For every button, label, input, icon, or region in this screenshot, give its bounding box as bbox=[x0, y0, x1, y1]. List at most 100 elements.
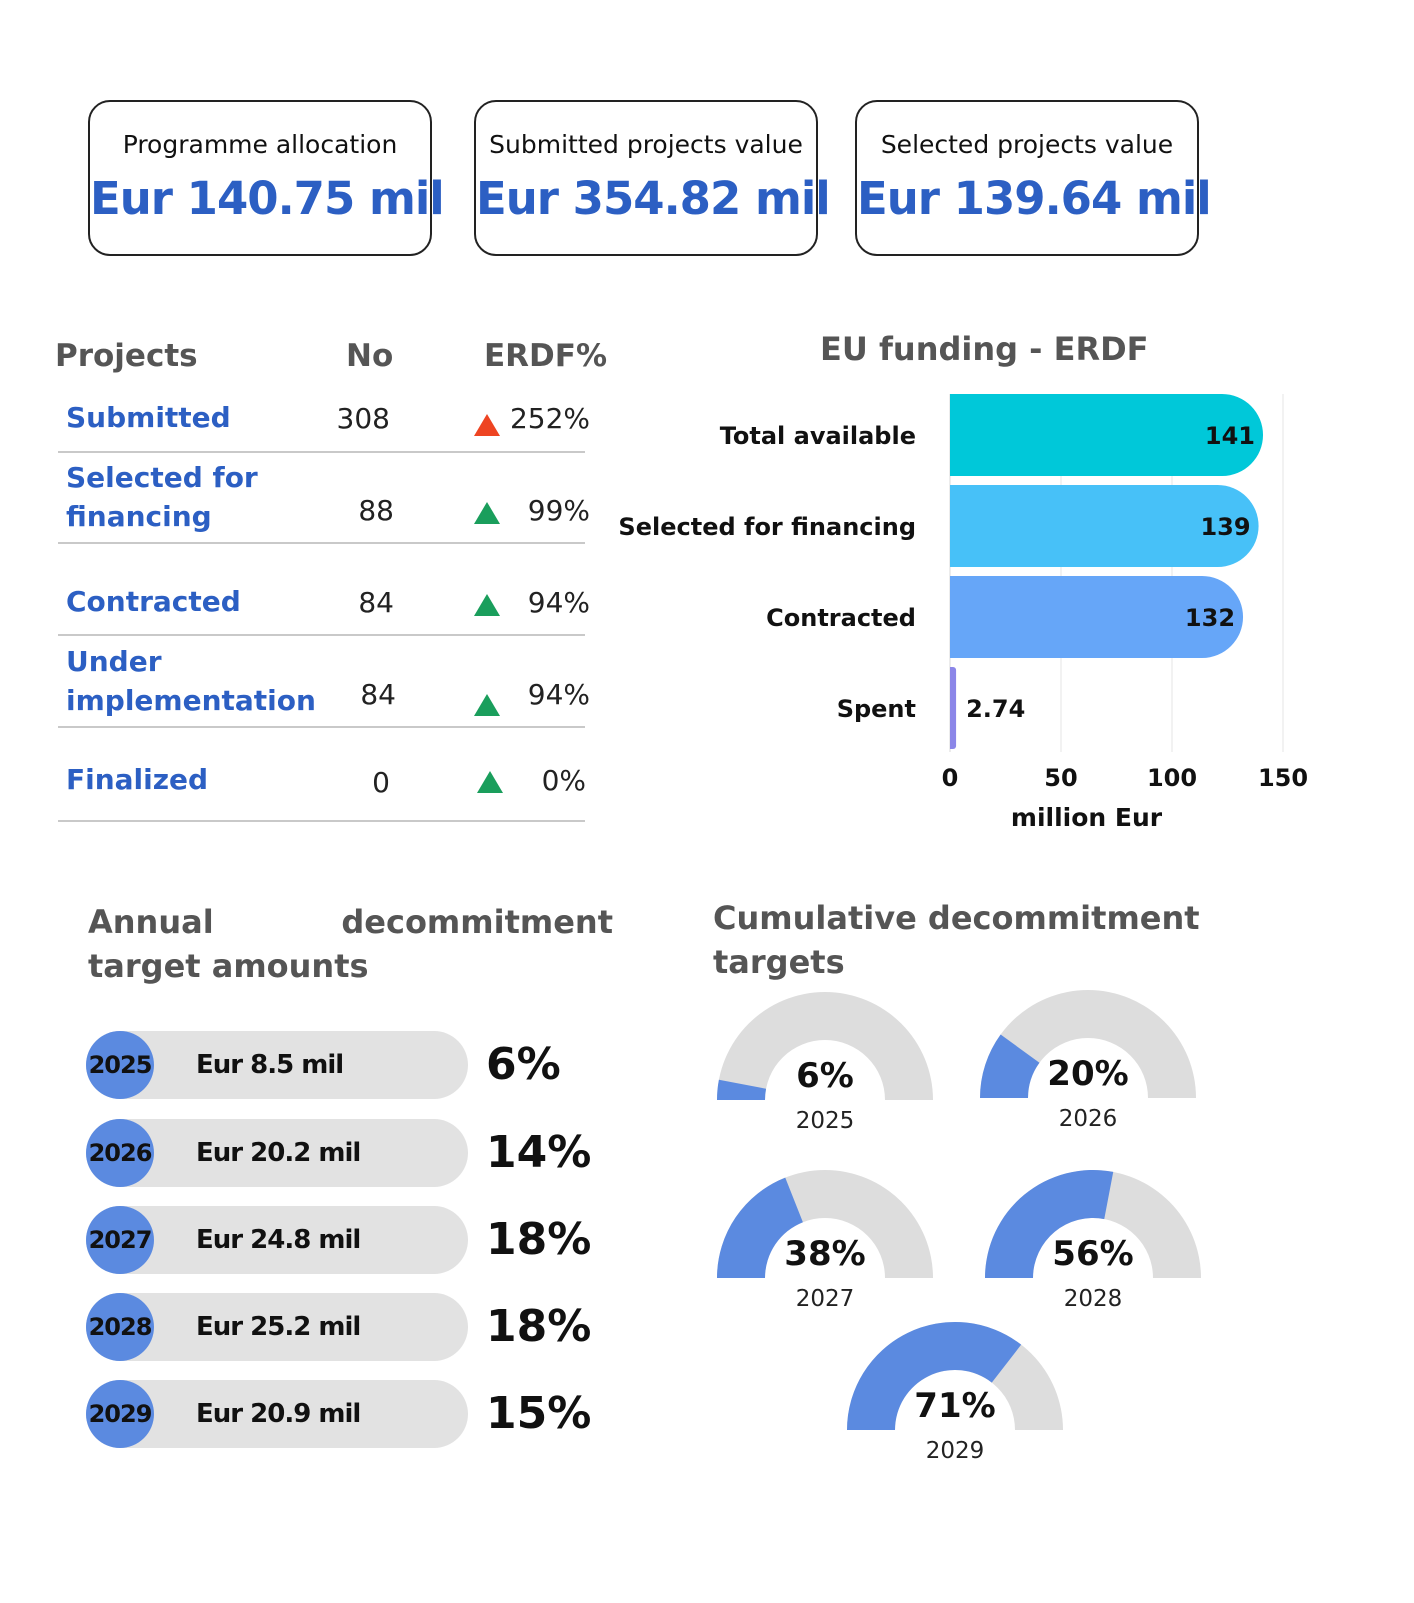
x-tick-label: 150 bbox=[1258, 764, 1308, 792]
category-label: Spent bbox=[837, 695, 916, 723]
kpi-value: Eur 354.82 mil bbox=[476, 172, 831, 225]
list-item: 2026 Eur 20.2 mil 14% bbox=[86, 1119, 591, 1187]
cumulative-title: Cumulative decommitment targets bbox=[713, 899, 1200, 981]
gauge-value: 6% bbox=[796, 1056, 854, 1096]
row-erdf-pct: 252% bbox=[509, 402, 590, 435]
gauge-2025: 6% 2025 bbox=[715, 990, 935, 1140]
gauge-value: 38% bbox=[784, 1234, 866, 1274]
gauge-fill bbox=[985, 1170, 1114, 1278]
row-label: Finalized bbox=[66, 763, 209, 796]
row-divider bbox=[58, 634, 585, 636]
row-erdf-pct: 0% bbox=[541, 764, 586, 797]
row-divider bbox=[58, 726, 585, 728]
gauge-arc bbox=[980, 990, 1196, 1098]
pct-label: 14% bbox=[486, 1127, 592, 1178]
year-badge: 2025 bbox=[86, 1031, 154, 1099]
row-count: 0 bbox=[372, 766, 390, 799]
year-badge: 2029 bbox=[86, 1380, 154, 1448]
gauge-arc bbox=[717, 992, 933, 1100]
gauge-2029: 71% 2029 bbox=[845, 1320, 1065, 1470]
x-tick-label: 50 bbox=[1044, 764, 1077, 792]
x-axis-label: million Eur bbox=[1011, 803, 1163, 832]
gauge-year: 2026 bbox=[1058, 1106, 1118, 1132]
gauge-year: 2028 bbox=[1063, 1286, 1123, 1312]
row-label: Under implementation bbox=[66, 645, 316, 717]
gauge-fill bbox=[847, 1322, 1022, 1430]
amount-label: Eur 20.2 mil bbox=[196, 1138, 361, 1168]
category-label: Contracted bbox=[766, 604, 916, 632]
year-badge: 2027 bbox=[86, 1206, 154, 1274]
row-erdf-pct: 99% bbox=[527, 494, 590, 527]
row-label: Submitted bbox=[66, 401, 231, 434]
header-erdf: ERDF% bbox=[484, 338, 608, 374]
data-label: 141 bbox=[1205, 422, 1255, 450]
gauge-2028: 56% 2028 bbox=[983, 1168, 1203, 1318]
row-count: 84 bbox=[360, 678, 396, 711]
annual-title: Annual decommitment target amounts bbox=[88, 903, 613, 985]
kpi-label: Selected projects value bbox=[880, 130, 1174, 159]
pct-label: 18% bbox=[486, 1214, 592, 1265]
bar bbox=[950, 667, 957, 749]
gauge-arc bbox=[985, 1170, 1201, 1278]
arrow-up-icon bbox=[477, 771, 503, 793]
year-badge: 2028 bbox=[86, 1293, 154, 1361]
header-projects: Projects bbox=[55, 338, 198, 374]
row-count: 308 bbox=[336, 402, 390, 435]
bar bbox=[950, 485, 1259, 567]
row-count: 84 bbox=[358, 586, 394, 619]
gauge-track bbox=[717, 992, 933, 1100]
pct-label: 18% bbox=[486, 1301, 592, 1352]
amount-label: Eur 24.8 mil bbox=[196, 1225, 361, 1255]
arrow-up-icon bbox=[474, 694, 500, 716]
gauge-2027: 38% 2027 bbox=[715, 1168, 935, 1318]
row-label: Selected for financing bbox=[66, 461, 258, 533]
row-count: 88 bbox=[358, 494, 394, 527]
amount-label: Eur 25.2 mil bbox=[196, 1312, 361, 1342]
gauge-fill bbox=[717, 1177, 803, 1278]
row-label: Contracted bbox=[66, 585, 241, 618]
kpi-card-submitted-projects: Submitted projects value Eur 354.82 mil bbox=[474, 100, 831, 256]
list-item: 2027 Eur 24.8 mil 18% bbox=[86, 1206, 591, 1274]
data-label: 132 bbox=[1185, 604, 1235, 632]
kpi-card-selected-projects: Selected projects value Eur 139.64 mil bbox=[855, 100, 1212, 256]
gauge-value: 20% bbox=[1047, 1054, 1129, 1094]
gauge-arc bbox=[717, 1170, 933, 1278]
gauge-arc bbox=[847, 1322, 1063, 1430]
gauge-value: 56% bbox=[1052, 1234, 1134, 1274]
row-divider bbox=[58, 820, 585, 822]
gauge-2026: 20% 2026 bbox=[978, 988, 1198, 1138]
gauge-fill bbox=[717, 1079, 767, 1100]
kpi-card-programme-allocation: Programme allocation Eur 140.75 mil bbox=[88, 100, 445, 256]
amount-label: Eur 20.9 mil bbox=[196, 1399, 361, 1429]
kpi-label: Programme allocation bbox=[122, 130, 398, 159]
category-label: Selected for financing bbox=[618, 513, 916, 541]
list-item: 2029 Eur 20.9 mil 15% bbox=[86, 1380, 591, 1448]
bar bbox=[950, 394, 1264, 476]
row-erdf-pct: 94% bbox=[527, 586, 590, 619]
arrow-up-icon bbox=[474, 502, 500, 524]
list-item: 2025 Eur 8.5 mil 6% bbox=[86, 1031, 561, 1099]
bar-chart-title: EU funding - ERDF bbox=[820, 330, 1149, 368]
erdf-bar-chart: 0 50 100 150 Total available 141 Selected for … bbox=[618, 394, 1308, 832]
row-divider bbox=[58, 542, 585, 544]
arrow-up-icon bbox=[474, 414, 500, 436]
gauge-year: 2029 bbox=[925, 1438, 985, 1464]
data-label: 2.74 bbox=[966, 695, 1025, 723]
kpi-value: Eur 140.75 mil bbox=[90, 172, 445, 225]
gauge-year: 2025 bbox=[795, 1108, 855, 1134]
header-no: No bbox=[346, 338, 394, 374]
x-tick-label: 100 bbox=[1147, 764, 1197, 792]
pct-label: 15% bbox=[486, 1388, 592, 1439]
bar bbox=[950, 576, 1244, 658]
pct-label: 6% bbox=[486, 1039, 561, 1090]
list-item: 2028 Eur 25.2 mil 18% bbox=[86, 1293, 591, 1361]
gauge-value: 71% bbox=[914, 1386, 996, 1426]
arrow-up-icon bbox=[474, 594, 500, 616]
x-tick-label: 0 bbox=[942, 764, 959, 792]
row-erdf-pct: 94% bbox=[527, 678, 590, 711]
row-divider bbox=[58, 451, 585, 453]
gauge-fill bbox=[980, 1034, 1040, 1098]
category-label: Total available bbox=[720, 422, 916, 450]
amount-label: Eur 8.5 mil bbox=[196, 1050, 344, 1080]
data-label: 139 bbox=[1200, 513, 1250, 541]
